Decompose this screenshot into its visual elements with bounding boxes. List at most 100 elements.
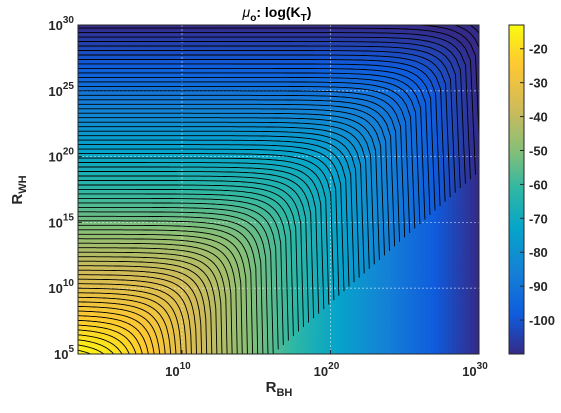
heatmap-cell — [233, 90, 239, 96]
heatmap-cell — [260, 239, 266, 245]
heatmap-cell — [323, 33, 329, 39]
heatmap-cell — [118, 174, 124, 180]
heatmap-cell — [229, 244, 235, 250]
heatmap-cell — [140, 296, 146, 302]
heatmap-cell — [189, 99, 195, 105]
heatmap-cell — [158, 310, 164, 316]
heatmap-cell — [274, 90, 280, 96]
heatmap-cell — [242, 134, 248, 140]
heatmap-cell — [282, 174, 289, 180]
heatmap-cell — [336, 336, 342, 342]
heatmap-cell — [251, 270, 257, 276]
heatmap-cell — [189, 82, 195, 88]
heatmap-cell — [256, 117, 262, 123]
heatmap-cell — [256, 301, 262, 307]
heatmap-cell — [78, 270, 84, 276]
heatmap-cell — [256, 73, 262, 79]
heatmap-cell — [91, 25, 97, 30]
heatmap-cell — [153, 77, 159, 83]
heatmap-cell — [153, 55, 159, 61]
heatmap-cell — [225, 213, 231, 219]
heatmap-cell — [100, 318, 106, 324]
heatmap-cell — [149, 147, 155, 153]
heatmap-cell — [260, 178, 266, 184]
heatmap-cell — [336, 314, 342, 320]
heatmap-cell — [238, 33, 244, 39]
heatmap-cell — [318, 283, 324, 289]
heatmap-cell — [202, 143, 208, 149]
heatmap-cell — [131, 73, 137, 79]
heatmap-cell — [216, 275, 222, 281]
heatmap-cell — [127, 130, 133, 136]
heatmap-cell — [193, 261, 199, 267]
heatmap-cell — [176, 152, 182, 158]
heatmap-cell — [256, 125, 262, 131]
heatmap-cell — [354, 68, 360, 74]
heatmap-cell — [211, 64, 217, 70]
heatmap-cell — [202, 55, 208, 61]
heatmap-cell — [153, 327, 159, 333]
heatmap-cell — [122, 77, 128, 83]
heatmap-cell — [256, 29, 262, 35]
heatmap-cell — [331, 257, 338, 263]
heatmap-cell — [247, 235, 253, 241]
heatmap-cell — [104, 99, 110, 105]
heatmap-cell — [131, 125, 137, 131]
heatmap-cell — [291, 29, 297, 35]
heatmap-cell — [278, 213, 284, 219]
heatmap-cell — [327, 160, 333, 166]
heatmap-cell — [113, 257, 119, 263]
heatmap-cell — [233, 340, 239, 346]
heatmap-cell — [144, 125, 150, 131]
heatmap-cell — [216, 279, 222, 285]
heatmap-cell — [229, 86, 235, 92]
heatmap-cell — [291, 38, 297, 44]
heatmap-cell — [211, 68, 217, 74]
heatmap-cell — [291, 51, 297, 57]
heatmap-cell — [233, 349, 239, 354]
heatmap-cell — [251, 318, 257, 324]
heatmap-cell — [287, 29, 293, 35]
heatmap-cell — [167, 266, 173, 272]
heatmap-cell — [274, 86, 280, 92]
heatmap-cell — [82, 25, 88, 30]
heatmap-cell — [158, 112, 164, 118]
heatmap-cell — [127, 169, 133, 175]
heatmap-cell — [162, 152, 168, 158]
heatmap-cell — [349, 239, 355, 245]
heatmap-cell — [367, 33, 373, 39]
heatmap-cell — [140, 156, 146, 162]
heatmap-cell — [86, 275, 92, 281]
heatmap-cell — [91, 99, 97, 105]
heatmap-cell — [296, 182, 302, 188]
heatmap-cell — [95, 99, 101, 105]
heatmap-cell — [367, 90, 373, 96]
heatmap-cell — [300, 174, 306, 180]
heatmap-cell — [162, 95, 168, 101]
heatmap-cell — [153, 121, 159, 127]
heatmap-cell — [274, 231, 280, 237]
heatmap-cell — [225, 38, 231, 44]
heatmap-cell — [269, 103, 275, 109]
heatmap-cell — [327, 73, 333, 79]
heatmap-cell — [158, 134, 164, 140]
heatmap-cell — [242, 147, 248, 153]
heatmap-cell — [95, 143, 101, 149]
heatmap-cell — [282, 253, 289, 259]
heatmap-cell — [327, 82, 333, 88]
heatmap-cell — [78, 25, 84, 30]
heatmap-cell — [153, 60, 159, 66]
heatmap-cell — [91, 121, 97, 127]
heatmap-cell — [367, 51, 373, 57]
heatmap-cell — [282, 25, 289, 30]
heatmap-cell — [109, 139, 115, 145]
heatmap-cell — [327, 25, 333, 30]
heatmap-cell — [358, 248, 364, 254]
heatmap-cell — [86, 257, 92, 263]
heatmap-cell — [184, 235, 190, 241]
heatmap-cell — [104, 178, 110, 184]
heatmap-cell — [274, 112, 280, 118]
heatmap-cell — [180, 95, 186, 101]
heatmap-cell — [256, 64, 262, 70]
heatmap-cell — [180, 305, 186, 311]
